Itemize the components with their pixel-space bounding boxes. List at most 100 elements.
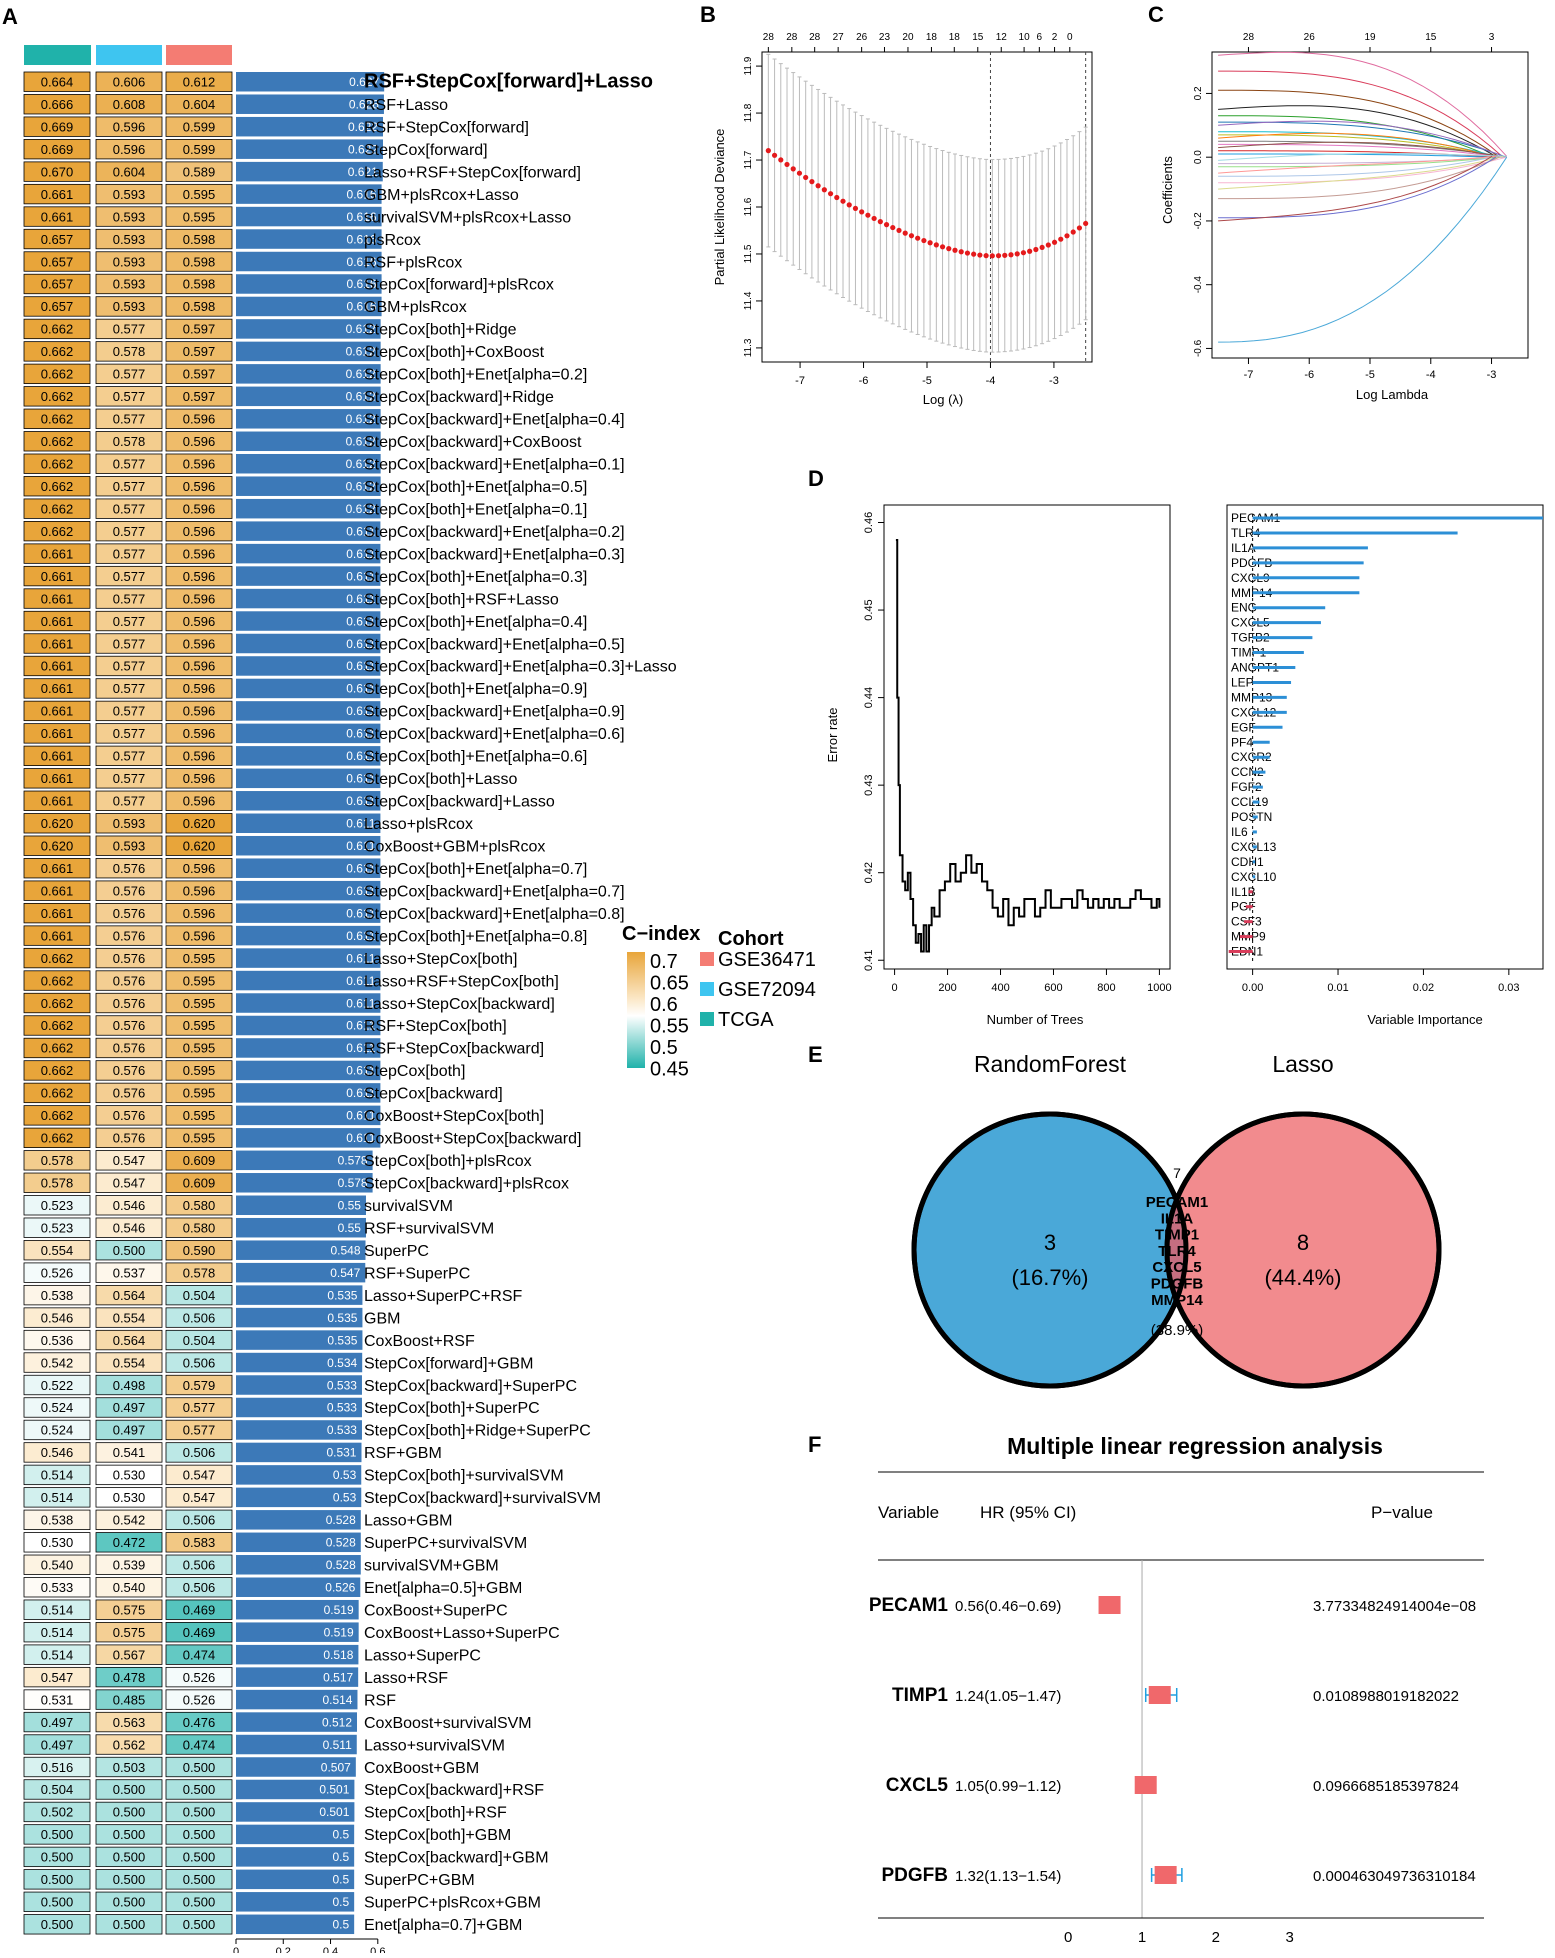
cell-tcga [23, 1105, 91, 1126]
model-row: 0.500 0.500 0.500 0.5 SuperPC+plsRcox+GBM [23, 1891, 541, 1912]
b-cv-point [1076, 225, 1083, 231]
cell-value-gse36471: 0.504 [183, 1288, 216, 1303]
model-name: CoxBoost+GBM+plsRcox [364, 838, 545, 855]
cell-gse36471 [165, 588, 233, 609]
cell-tcga [23, 183, 91, 205]
model-row: 0.664 0.606 0.612 0.627RSF+StepCox[forward]… [23, 71, 653, 93]
mean-value: 0.611 [346, 929, 375, 943]
cell-value-gse36471: 0.596 [183, 546, 216, 561]
cell-gse36471 [165, 1127, 233, 1148]
mean-bar [236, 1397, 362, 1418]
cell-value-gse72094: 0.604 [113, 164, 146, 179]
mean-value: 0.622 [348, 120, 378, 134]
mean-bar [236, 1847, 355, 1867]
model-name: CoxBoost+RSF [364, 1333, 475, 1350]
venn-overlap-gene: PECAM1 [1146, 1194, 1209, 1211]
cell-gse72094 [95, 1644, 163, 1665]
cell-value-tcga: 0.657 [41, 232, 74, 247]
cell-value-gse36471: 0.469 [183, 1602, 216, 1617]
model-row: 0.514 0.575 0.469 0.519 CoxBoost+SuperPC [23, 1599, 508, 1620]
mean-bar [236, 880, 381, 901]
model-name: CoxBoost+SuperPC [364, 1602, 508, 1619]
mean-bar [236, 1577, 361, 1597]
model-name: RSF+survivalSVM [364, 1220, 494, 1237]
cell-value-tcga: 0.554 [41, 1243, 74, 1258]
cohort-header-tcga [24, 45, 91, 65]
cell-value-tcga: 0.546 [41, 1445, 74, 1460]
cell-value-tcga: 0.662 [41, 524, 74, 539]
cell-value-gse36471: 0.500 [183, 1782, 216, 1797]
model-name: survivalSVM+plsRcox+Lasso [364, 209, 571, 226]
cell-gse36471 [165, 1599, 233, 1620]
cell-gse36471 [165, 1554, 233, 1575]
b-cv-point [827, 191, 834, 197]
cell-tcga [23, 386, 91, 407]
cell-gse72094 [95, 116, 163, 137]
b-ytick-label: 11.8 [743, 103, 754, 122]
cell-value-gse36471: 0.596 [183, 412, 216, 427]
panel-f-forest: Multiple linear regression analysis Vari… [869, 1433, 1484, 1946]
mean-value: 0.519 [324, 1603, 354, 1617]
cindex-legend-title: C−index [622, 923, 700, 945]
imp-gene-label: CCN2 [1231, 765, 1264, 779]
model-row: 0.662 0.576 0.595 0.611Lasso+RSF+StepCox[bo… [23, 970, 559, 991]
b-ytick-label: 11.6 [743, 197, 754, 216]
model-row: 0.533 0.540 0.506 0.526 Enet[alpha=0.5]+GBM [23, 1577, 522, 1598]
b-cv-point [1039, 244, 1045, 251]
mean-value: 0.611 [346, 1019, 375, 1033]
cell-value-gse36471: 0.596 [183, 749, 216, 764]
venn-overlap-count: 7 [1173, 1165, 1181, 1181]
cell-value-tcga: 0.661 [41, 591, 74, 606]
model-name: GBM+plsRcox [364, 299, 467, 316]
cell-value-tcga: 0.661 [41, 928, 74, 943]
cell-gse72094 [95, 1037, 163, 1059]
mean-value: 0.501 [319, 1805, 349, 1819]
cell-gse72094 [95, 1352, 163, 1373]
cell-gse36471 [165, 768, 233, 789]
mean-bar [236, 970, 381, 991]
cell-value-gse72094: 0.576 [113, 883, 146, 898]
d-ytick-label: 0.46 [863, 512, 875, 533]
cell-gse72094 [95, 1824, 163, 1845]
venn-right-count: 8 [1297, 1230, 1309, 1255]
c-coef-path [1218, 105, 1497, 157]
cell-tcga [23, 1824, 91, 1845]
cell-value-tcga: 0.500 [41, 1850, 74, 1865]
b-cv-point [809, 179, 815, 185]
cindex-legend-tick: 0.45 [650, 1059, 689, 1081]
forest-col-hr: HR (95% CI) [980, 1503, 1076, 1522]
cell-gse36471 [165, 1801, 233, 1823]
cell-tcga [23, 1599, 91, 1620]
cell-tcga [23, 1711, 91, 1733]
model-row: 0.546 0.541 0.506 0.531 RSF+GBM [23, 1442, 442, 1463]
cell-value-tcga: 0.662 [41, 1086, 74, 1101]
cell-value-gse72094: 0.500 [113, 1895, 146, 1910]
cell-tcga [23, 408, 91, 429]
mean-value: 0.5 [332, 1828, 349, 1842]
cell-tcga [23, 1352, 91, 1373]
cell-gse72094 [95, 1329, 163, 1351]
cell-value-gse72094: 0.593 [113, 299, 146, 314]
cell-gse36471 [165, 1060, 233, 1081]
cell-gse72094 [95, 273, 163, 295]
c-coef-path [1218, 51, 1508, 157]
model-name: StepCox[both]+Ridge [364, 322, 517, 339]
cell-gse36471 [165, 1779, 233, 1800]
b-cv-point [1064, 233, 1070, 239]
cell-value-gse36471: 0.596 [183, 794, 216, 809]
cell-value-gse72094: 0.497 [113, 1400, 146, 1415]
mean-value: 0.612 [346, 479, 376, 493]
cell-gse36471 [165, 116, 233, 137]
mean-bar [236, 858, 381, 878]
cell-value-tcga: 0.500 [41, 1872, 74, 1887]
cell-gse72094 [95, 610, 163, 632]
cell-gse72094 [95, 723, 163, 744]
model-row: 0.661 0.577 0.596 0.611StepCox[backward]+En… [23, 543, 625, 564]
cell-gse36471 [165, 947, 233, 969]
imp-gene-label: MMP13 [1231, 690, 1273, 704]
c-coef-path [1218, 156, 1500, 200]
mean-bar [236, 701, 381, 721]
cell-tcga [23, 1846, 91, 1868]
mean-bar [236, 1105, 381, 1126]
